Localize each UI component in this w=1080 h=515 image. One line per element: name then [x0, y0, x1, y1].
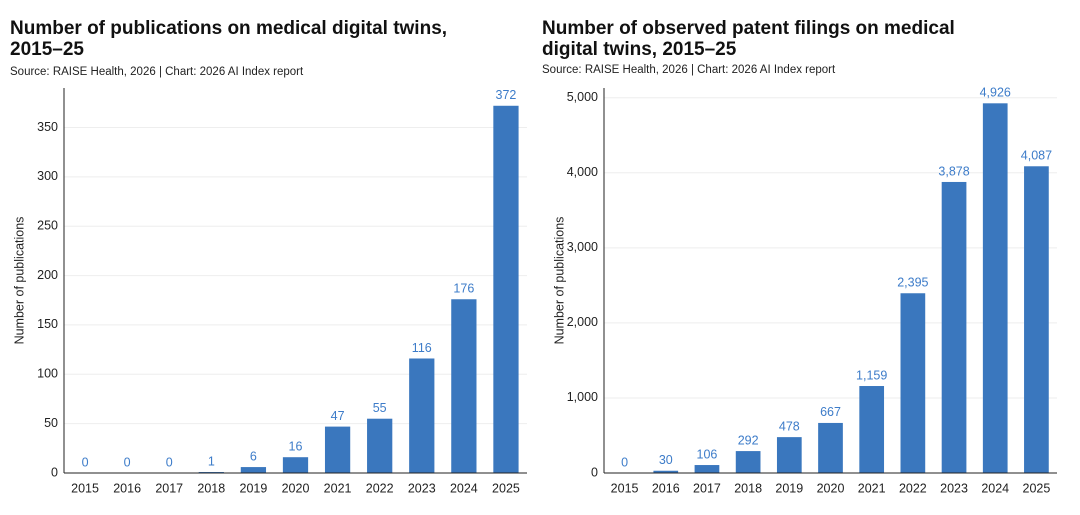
bar	[367, 418, 393, 473]
y-axis-label: Number of publications	[552, 217, 566, 345]
y-tick-label: 250	[37, 219, 58, 233]
value-label: 106	[697, 447, 718, 461]
chart-panel: Number of publications on medical digita…	[10, 18, 527, 495]
y-tick-label: 5,000	[567, 90, 598, 104]
x-tick-label: 2016	[113, 481, 141, 495]
value-label: 2,395	[897, 276, 928, 290]
x-tick-label: 2019	[240, 481, 268, 495]
bar	[859, 386, 885, 473]
value-label: 292	[738, 433, 759, 447]
value-label: 478	[779, 419, 800, 433]
x-tick-label: 2017	[693, 481, 721, 495]
value-label: 116	[412, 341, 432, 355]
y-tick-label: 1,000	[567, 390, 598, 404]
y-tick-label: 0	[591, 465, 598, 479]
x-tick-label: 2017	[155, 481, 183, 495]
chart-subtitle: Source: RAISE Health, 2026 | Chart: 2026…	[10, 66, 304, 78]
x-tick-label: 2016	[652, 481, 680, 495]
bar	[735, 451, 761, 473]
bar	[240, 467, 267, 473]
bar	[324, 426, 351, 473]
chart-panel: Number of observed patent filings on med…	[540, 0, 1080, 515]
y-tick-label: 150	[37, 317, 58, 331]
bar	[818, 422, 843, 473]
y-tick-label: 3,000	[567, 240, 598, 254]
value-label: 4,087	[1021, 149, 1052, 163]
value-label: 372	[496, 88, 517, 102]
y-axis-label: Number of publications	[12, 217, 26, 345]
x-tick-label: 2020	[817, 481, 845, 495]
x-tick-label: 2024	[450, 481, 478, 495]
value-label: 0	[621, 455, 628, 469]
bar	[653, 470, 679, 473]
chart-title: Number of publications on medical digita…	[10, 18, 448, 60]
x-tick-label: 2020	[282, 481, 310, 495]
x-tick-label: 2025	[492, 481, 520, 495]
chart: 0 1,000 2,000 3,000 4,000 5,000 Number of publ…	[552, 86, 1057, 495]
x-tick-label: 2015	[71, 481, 99, 495]
y-tick-label: 300	[37, 169, 58, 183]
value-label: 16	[289, 440, 303, 454]
value-label: 3,878	[938, 164, 969, 178]
bar	[409, 358, 435, 473]
value-label: 0	[82, 455, 89, 469]
y-tick-label: 350	[37, 120, 58, 134]
bar	[1024, 166, 1049, 474]
x-tick-label: 2024	[981, 481, 1009, 495]
y-tick-label: 4,000	[567, 165, 598, 179]
y-tick-label: 200	[37, 268, 58, 282]
bar	[941, 181, 967, 474]
y-tick-label: 100	[37, 367, 58, 381]
y-tick-label: 0	[51, 465, 58, 479]
bar	[282, 457, 309, 473]
value-label: 176	[453, 282, 474, 296]
value-label: 1	[208, 454, 215, 468]
x-tick-label: 2021	[858, 481, 886, 495]
value-label: 667	[820, 405, 841, 419]
x-tick-label: 2025	[1023, 481, 1051, 495]
x-tick-label: 2019	[775, 481, 803, 495]
bar	[694, 465, 720, 473]
x-tick-label: 2021	[324, 481, 352, 495]
y-tick-label: 50	[44, 416, 58, 430]
bar	[776, 437, 802, 473]
value-label: 0	[166, 455, 173, 469]
x-tick-label: 2023	[408, 481, 436, 495]
bar	[982, 103, 1008, 474]
value-label: 47	[331, 409, 345, 423]
value-label: 1,159	[856, 368, 887, 382]
value-label: 6	[250, 449, 257, 463]
value-label: 30	[659, 453, 673, 467]
bar	[493, 105, 519, 474]
x-tick-label: 2018	[734, 481, 762, 495]
value-label: 0	[124, 455, 131, 469]
y-tick-label: 2,000	[567, 315, 598, 329]
chart-title: Number of observed patent filings on med…	[542, 18, 955, 60]
x-tick-label: 2015	[611, 481, 639, 495]
x-tick-label: 2023	[940, 481, 968, 495]
value-label: 4,926	[980, 86, 1011, 100]
x-tick-label: 2022	[366, 481, 394, 495]
bar	[900, 293, 926, 473]
chart-subtitle: Source: RAISE Health, 2026 | Chart: 2026…	[542, 64, 836, 76]
bar	[451, 299, 477, 473]
x-tick-label: 2018	[197, 481, 225, 495]
x-tick-label: 2022	[899, 481, 927, 495]
value-label: 55	[373, 401, 387, 415]
